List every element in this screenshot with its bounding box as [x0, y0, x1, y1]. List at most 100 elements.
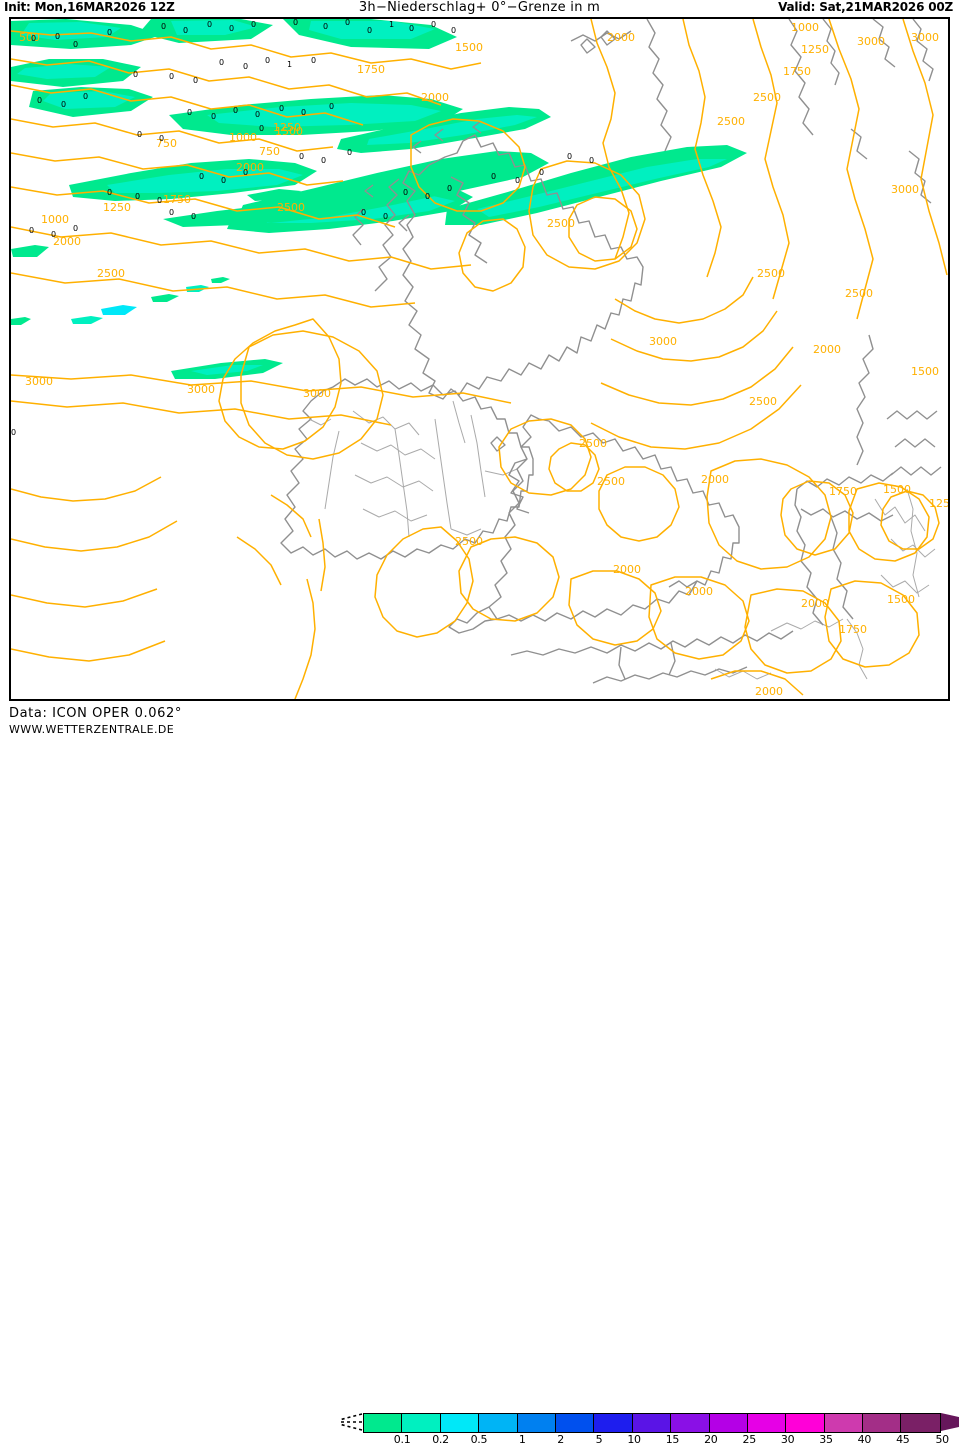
legend-swatch: 5: [555, 1414, 603, 1446]
svg-text:2500: 2500: [97, 267, 125, 280]
precip-patch: [237, 151, 549, 223]
legend-swatch: 15: [632, 1414, 679, 1446]
svg-text:2500: 2500: [749, 395, 777, 408]
svg-text:0: 0: [431, 20, 436, 29]
legend-tick-label: 15: [665, 1433, 680, 1446]
legend-swatch: 1: [479, 1414, 526, 1446]
legend-swatch: 50: [901, 1414, 949, 1446]
svg-text:0: 0: [29, 226, 34, 235]
legend-swatch: 0.5: [440, 1414, 487, 1446]
legend-tick-label: 0.1: [393, 1433, 411, 1446]
svg-text:0: 0: [383, 212, 388, 221]
svg-text:0: 0: [539, 168, 544, 177]
legend-tick-label: 0.5: [470, 1433, 488, 1446]
svg-text:2000: 2000: [236, 161, 264, 174]
precip-patch: [17, 64, 111, 79]
legend-tick-label: 40: [857, 1433, 872, 1446]
precip-patch: [171, 20, 257, 35]
svg-text:1250: 1250: [929, 497, 948, 510]
svg-text:0: 0: [451, 26, 456, 35]
svg-text:0: 0: [211, 112, 216, 121]
svg-text:0: 0: [293, 19, 298, 27]
svg-text:0: 0: [447, 184, 452, 193]
svg-text:0: 0: [255, 110, 260, 119]
svg-text:0: 0: [251, 20, 256, 29]
svg-text:0: 0: [73, 40, 78, 49]
svg-text:0: 0: [259, 124, 264, 133]
svg-text:1000: 1000: [41, 213, 69, 226]
precip-patch: [247, 189, 301, 201]
svg-text:2500: 2500: [757, 267, 785, 280]
legend-tick-label: 45: [896, 1433, 910, 1446]
svg-text:0: 0: [55, 32, 60, 41]
svg-text:3000: 3000: [649, 335, 677, 348]
svg-text:0: 0: [193, 76, 198, 85]
svg-text:0: 0: [137, 130, 142, 139]
svg-text:0: 0: [83, 92, 88, 101]
svg-text:1500: 1500: [911, 365, 939, 378]
svg-text:0: 0: [243, 168, 248, 177]
valid-time-label: Valid: Sat,21MAR2026 00Z: [778, 0, 953, 14]
svg-text:1500: 1500: [275, 125, 303, 138]
svg-text:750: 750: [259, 145, 280, 158]
legend-swatch: 40: [824, 1414, 871, 1446]
legend-swatch: 25: [709, 1414, 756, 1446]
svg-text:2500: 2500: [277, 201, 305, 214]
precip-patch: [211, 277, 230, 283]
svg-text:0: 0: [157, 196, 162, 205]
chart-footer: Data: ICON OPER 0.062° WWW.WETTERZENTRAL…: [0, 703, 959, 1446]
legend-overflow-arrow-icon: [941, 1413, 959, 1431]
svg-text:1750: 1750: [839, 623, 867, 636]
legend-tick-label: 20: [704, 1433, 718, 1446]
legend-tick-label: 35: [819, 1433, 833, 1446]
svg-text:0: 0: [183, 26, 188, 35]
legend-tick-label: 1: [518, 1433, 526, 1446]
precipitation-legend: 0.1 0.2 0.5 1 2 5 10 15 20 25 30 35 40 45 50: [333, 1411, 959, 1446]
svg-text:1000: 1000: [791, 21, 819, 34]
svg-text:2000: 2000: [685, 585, 713, 598]
svg-text:0: 0: [311, 56, 316, 65]
svg-text:0: 0: [207, 20, 212, 29]
svg-text:3000: 3000: [25, 375, 53, 388]
svg-text:0: 0: [299, 152, 304, 161]
legend-tick-label: 25: [742, 1433, 757, 1446]
legend-swatch: 0.2: [402, 1414, 449, 1446]
freezing-level-contours: [11, 19, 948, 699]
svg-text:0: 0: [329, 102, 334, 111]
svg-text:3000: 3000: [891, 183, 919, 196]
svg-text:3000: 3000: [911, 31, 939, 44]
data-source-label: Data: ICON OPER 0.062°: [9, 706, 182, 721]
legend-tick-label: 10: [627, 1433, 641, 1446]
svg-text:0: 0: [361, 208, 366, 217]
svg-text:0: 0: [107, 188, 112, 197]
svg-text:2500: 2500: [579, 437, 607, 450]
legend-tail-icon: [338, 1413, 363, 1431]
svg-text:1500: 1500: [883, 483, 911, 496]
svg-text:2000: 2000: [607, 31, 635, 44]
map-panel: 500 750 1000 1250 1500 750 1500 1750 200…: [9, 17, 950, 701]
svg-text:3000: 3000: [857, 35, 885, 48]
chart-title: 3h−Niederschlag+ 0°−Grenze in m: [358, 0, 601, 15]
svg-text:3000: 3000: [303, 387, 331, 400]
svg-text:500: 500: [19, 31, 40, 44]
svg-text:0: 0: [187, 108, 192, 117]
precip-patch: [11, 245, 49, 257]
svg-text:0: 0: [367, 26, 372, 35]
svg-text:2000: 2000: [701, 473, 729, 486]
website-label[interactable]: WWW.WETTERZENTRALE.DE: [9, 723, 175, 736]
precip-patch: [309, 21, 435, 39]
legend-tick-label: 30: [780, 1433, 795, 1446]
coastlines: [280, 19, 942, 684]
precip-point-labels: 0 0 0 0 0 0 0 0 0 0 0 0 0 1 0 0 0 0 0 0 1 0 0 0 0…: [11, 19, 594, 437]
legend-color-bar: 0.1 0.2 0.5 1 2 5 10 15 20 25 30 35 40 45 50: [363, 1413, 949, 1446]
svg-text:1750: 1750: [357, 63, 385, 76]
svg-text:0: 0: [347, 148, 352, 157]
svg-text:2000: 2000: [53, 235, 81, 248]
svg-text:0: 0: [11, 428, 16, 437]
legend-swatch: 2: [517, 1414, 564, 1446]
svg-text:0: 0: [135, 192, 140, 201]
map-canvas: 500 750 1000 1250 1500 750 1500 1750 200…: [11, 19, 948, 699]
svg-text:2500: 2500: [455, 535, 483, 548]
svg-text:0: 0: [169, 72, 174, 81]
svg-text:0: 0: [191, 212, 196, 221]
